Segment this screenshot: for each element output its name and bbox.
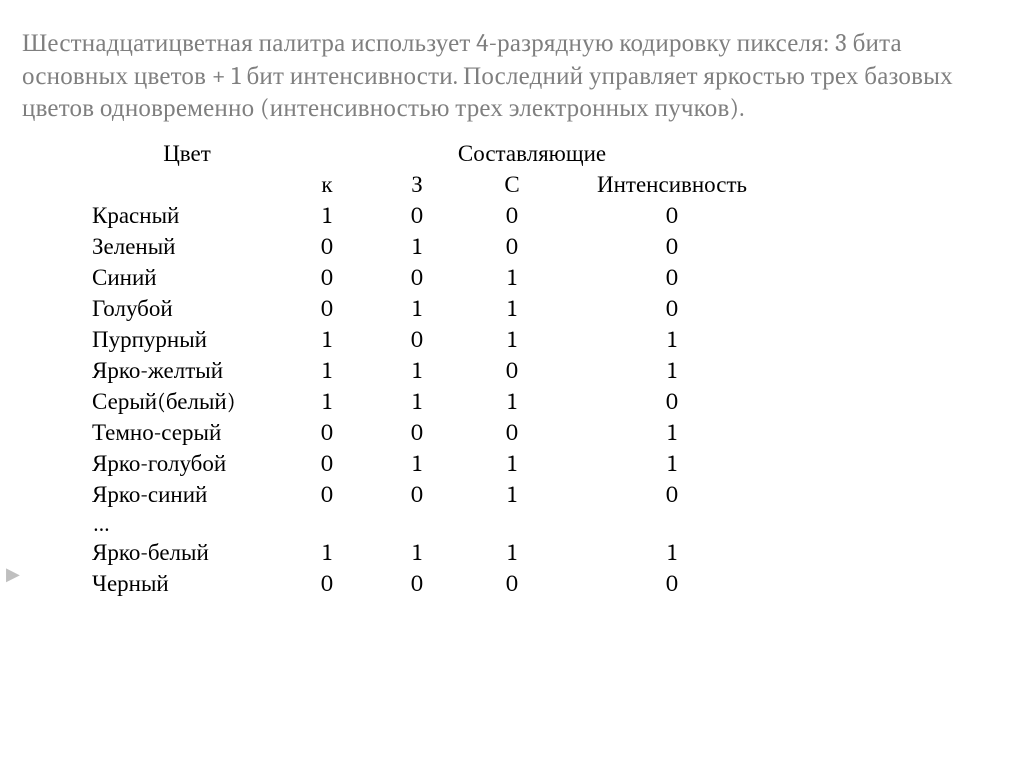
value-cell: 1 <box>562 537 782 568</box>
table-row: Голубой0110 <box>92 293 782 324</box>
value-cell: 0 <box>282 568 372 599</box>
value-cell: 1 <box>282 386 372 417</box>
value-cell: 0 <box>372 417 462 448</box>
value-cell: 0 <box>562 231 782 262</box>
value-cell: 0 <box>372 324 462 355</box>
value-cell: 0 <box>282 417 372 448</box>
value-cell: 0 <box>462 231 562 262</box>
value-cell: 1 <box>462 479 562 510</box>
value-cell: 1 <box>462 448 562 479</box>
value-cell: 0 <box>282 262 372 293</box>
color-table: Цвет Составляющие к З С Интенсивность Кр… <box>92 138 782 599</box>
table-row: Зеленый0100 <box>92 231 782 262</box>
value-cell: 1 <box>372 231 462 262</box>
color-name-cell: Черный <box>92 568 282 599</box>
subheader-k: к <box>282 169 372 200</box>
value-cell: 0 <box>562 262 782 293</box>
ellipsis-cell: … <box>92 510 282 537</box>
color-name-cell: Голубой <box>92 293 282 324</box>
value-cell: 0 <box>462 568 562 599</box>
value-cell: 1 <box>462 537 562 568</box>
table-row: Красный1000 <box>92 200 782 231</box>
value-cell: 0 <box>462 355 562 386</box>
color-name-cell: Ярко-голубой <box>92 448 282 479</box>
value-cell: 0 <box>282 231 372 262</box>
table-row: Ярко-белый1111 <box>92 537 782 568</box>
color-name-cell: Синий <box>92 262 282 293</box>
color-name-cell: Пурпурный <box>92 324 282 355</box>
table-row: Ярко-желтый1101 <box>92 355 782 386</box>
value-cell: 1 <box>562 417 782 448</box>
value-cell: 0 <box>562 386 782 417</box>
table-row: Ярко-голубой0111 <box>92 448 782 479</box>
value-cell: 0 <box>462 417 562 448</box>
value-cell: 0 <box>562 568 782 599</box>
color-name-cell: Ярко-желтый <box>92 355 282 386</box>
color-name-cell: Темно-серый <box>92 417 282 448</box>
color-name-cell: Зеленый <box>92 231 282 262</box>
color-name-cell: Серый(белый) <box>92 386 282 417</box>
value-cell: 1 <box>562 355 782 386</box>
value-cell: 1 <box>282 355 372 386</box>
value-cell: 0 <box>562 293 782 324</box>
color-name-cell: Ярко-синий <box>92 479 282 510</box>
subheader-i: Интенсивность <box>562 169 782 200</box>
header-components: Составляющие <box>282 138 782 169</box>
slide-bullet-icon: ▶ <box>6 564 20 585</box>
value-cell: 0 <box>372 200 462 231</box>
value-cell: 1 <box>372 293 462 324</box>
value-cell: 0 <box>282 293 372 324</box>
value-cell: 1 <box>372 448 462 479</box>
header-color: Цвет <box>92 138 282 169</box>
header-empty <box>92 169 282 200</box>
table-row: Темно-серый0001 <box>92 417 782 448</box>
value-cell: 0 <box>372 262 462 293</box>
value-cell: 1 <box>562 448 782 479</box>
value-cell: 1 <box>462 324 562 355</box>
intro-paragraph: Шестнадцатицветная палитра использует 4-… <box>22 28 1002 126</box>
value-cell: 1 <box>462 386 562 417</box>
value-cell: 1 <box>282 200 372 231</box>
value-cell: 1 <box>282 537 372 568</box>
subheader-s: С <box>462 169 562 200</box>
color-name-cell: Ярко-белый <box>92 537 282 568</box>
value-cell: 1 <box>372 386 462 417</box>
value-cell: 0 <box>372 479 462 510</box>
value-cell: 0 <box>562 200 782 231</box>
value-cell: 1 <box>282 324 372 355</box>
value-cell: 1 <box>462 293 562 324</box>
table-row: Ярко-синий0010 <box>92 479 782 510</box>
table-row: Серый(белый)1110 <box>92 386 782 417</box>
value-cell: 0 <box>282 479 372 510</box>
value-cell: 1 <box>372 355 462 386</box>
table-row: Пурпурный1011 <box>92 324 782 355</box>
table-row: Синий0010 <box>92 262 782 293</box>
color-name-cell: Красный <box>92 200 282 231</box>
value-cell: 1 <box>562 324 782 355</box>
value-cell: 0 <box>462 200 562 231</box>
value-cell: 0 <box>562 479 782 510</box>
subheader-z: З <box>372 169 462 200</box>
table-row: Черный0000 <box>92 568 782 599</box>
value-cell: 0 <box>282 448 372 479</box>
value-cell: 0 <box>372 568 462 599</box>
value-cell: 1 <box>372 537 462 568</box>
value-cell: 1 <box>462 262 562 293</box>
